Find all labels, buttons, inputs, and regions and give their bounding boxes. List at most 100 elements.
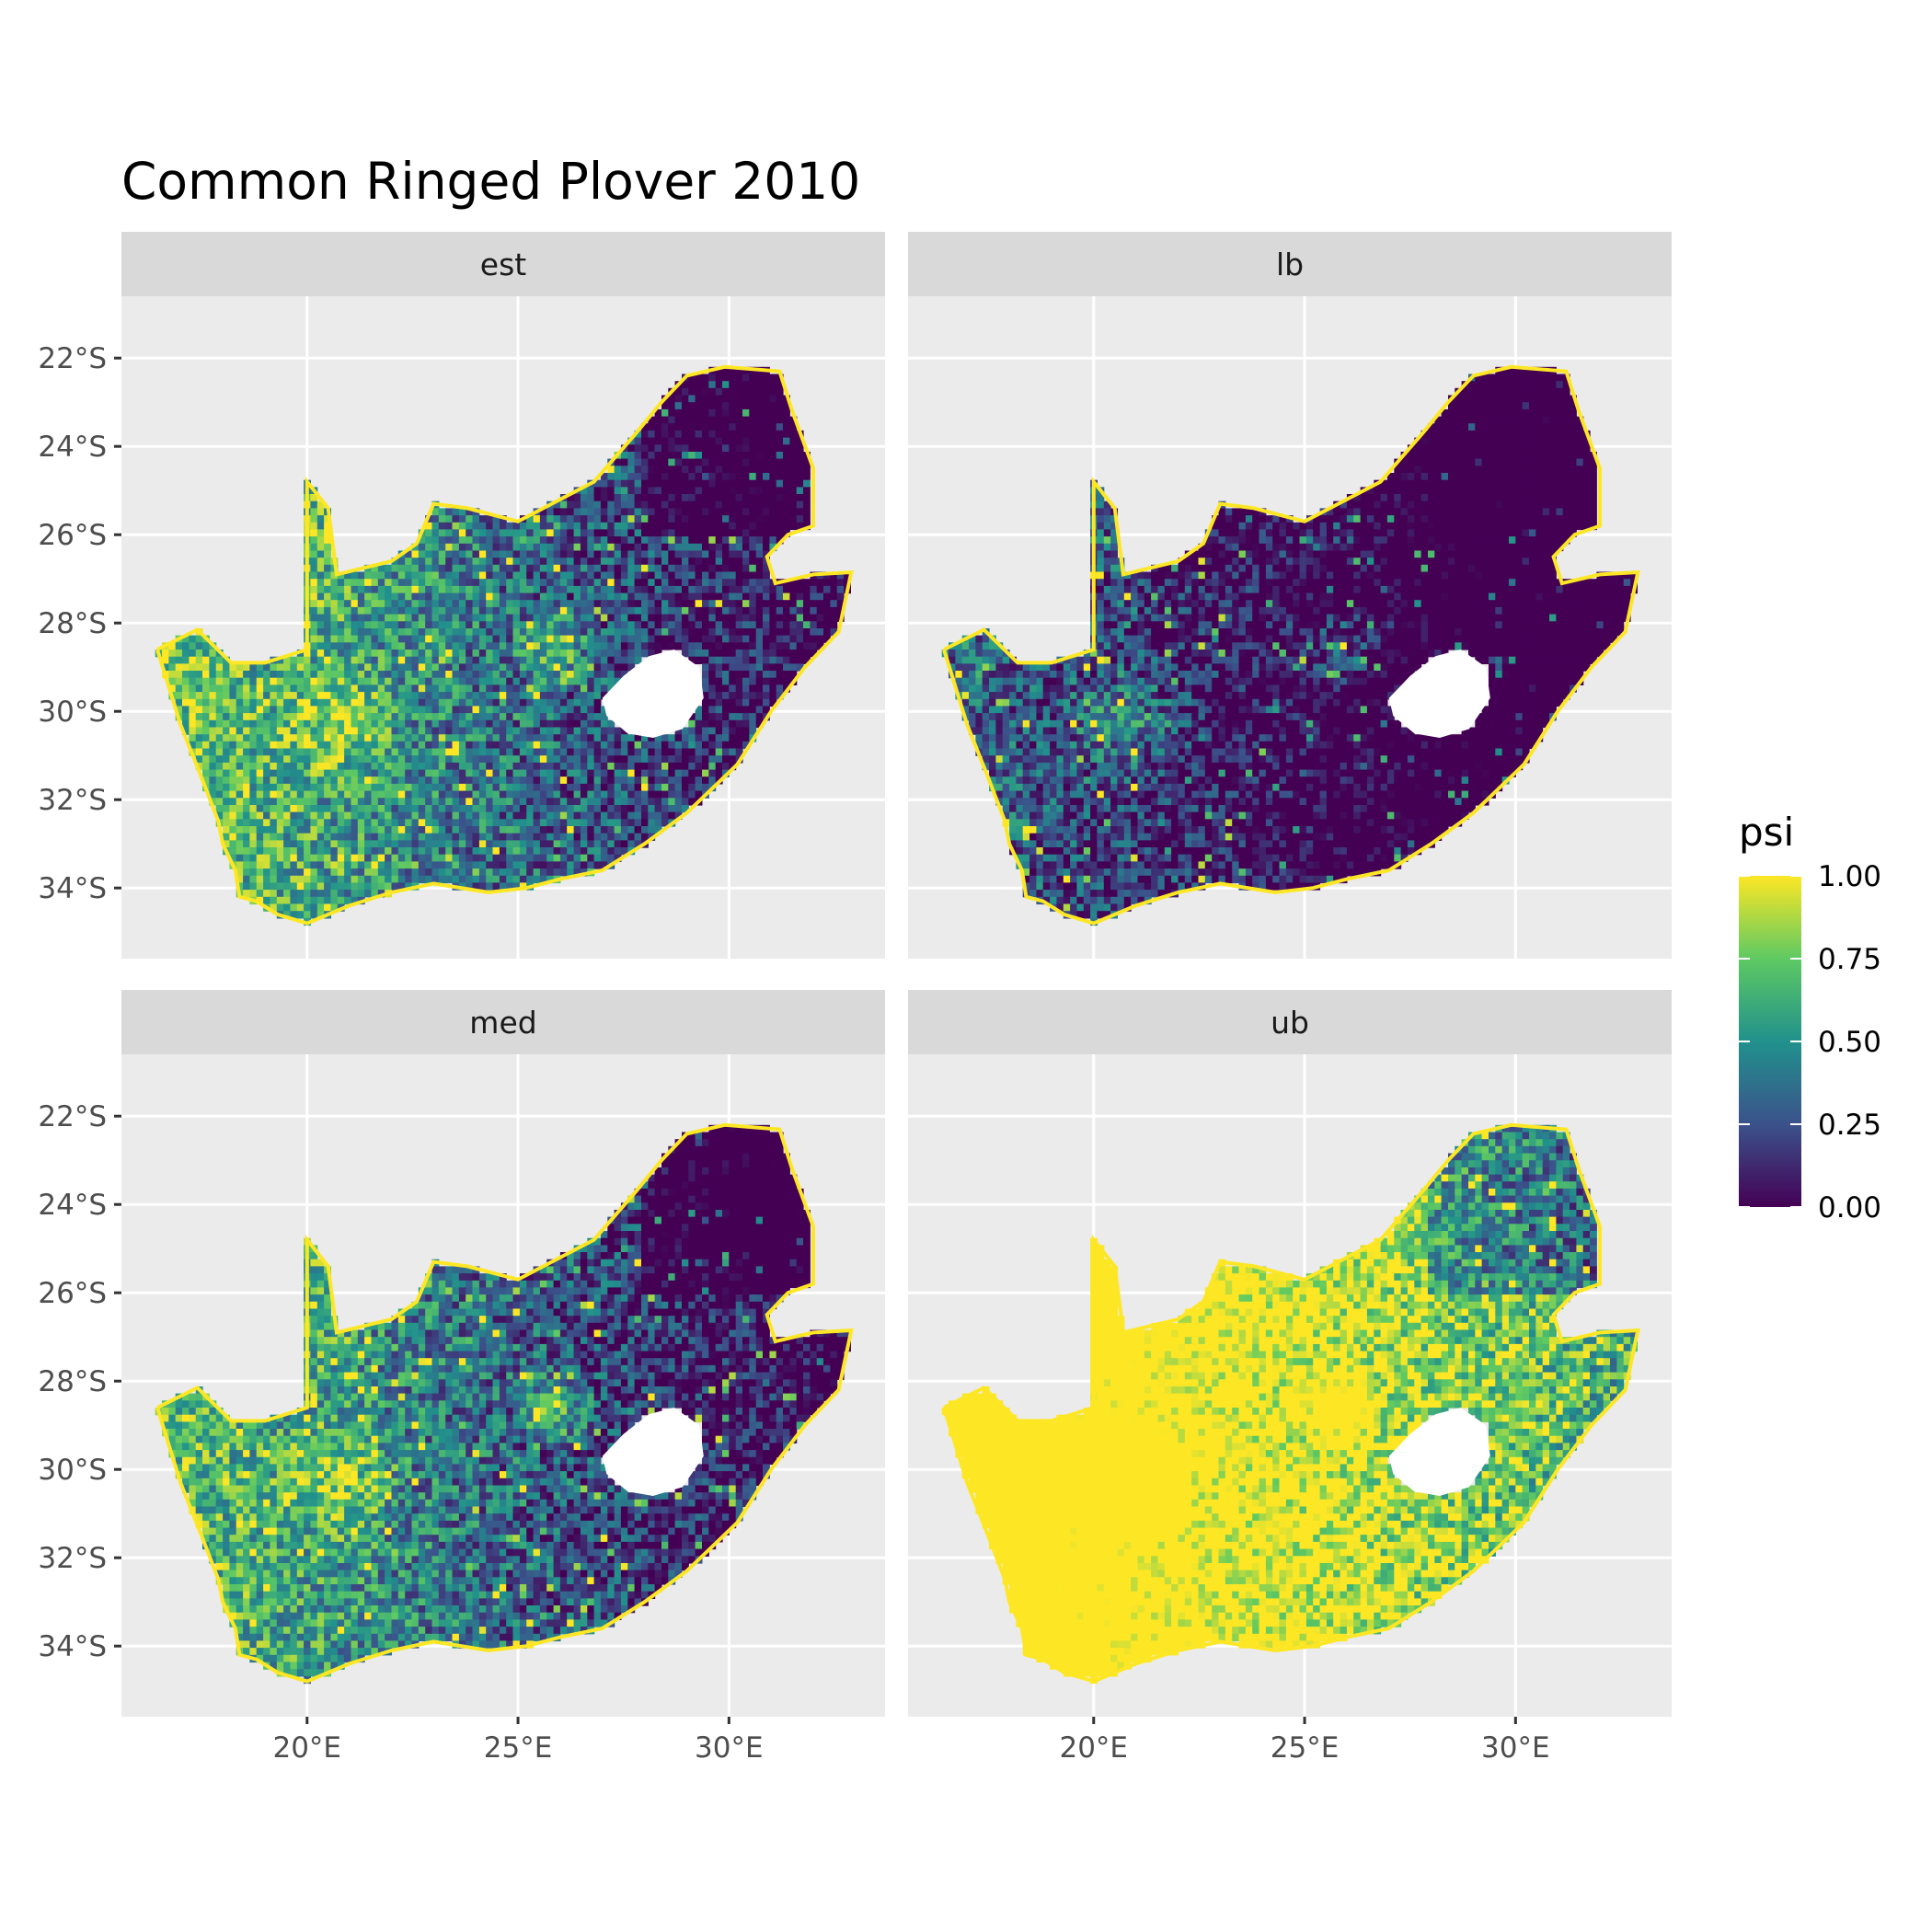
- raster-cell: [310, 896, 318, 905]
- raster-cell: [438, 727, 446, 735]
- raster-cell: [674, 762, 683, 771]
- raster-cell: [526, 692, 535, 700]
- raster-cell: [397, 861, 406, 869]
- raster-cell: [742, 621, 750, 629]
- raster-cell: [405, 741, 413, 750]
- raster-cell: [816, 606, 824, 615]
- raster-cell: [830, 592, 838, 601]
- raster-cell: [749, 579, 757, 587]
- raster-cell: [559, 508, 568, 516]
- raster-cell: [526, 585, 535, 594]
- raster-cell: [310, 840, 318, 848]
- raster-cell: [189, 677, 197, 685]
- raster-cell: [344, 663, 351, 672]
- raster-cell: [682, 635, 689, 643]
- raster-cell: [735, 635, 743, 643]
- raster-cell: [634, 579, 642, 587]
- raster-cell: [478, 719, 487, 729]
- raster-cell: [654, 798, 662, 806]
- raster-cell: [445, 522, 454, 531]
- raster-cell: [587, 783, 595, 792]
- raster-cell: [290, 671, 298, 679]
- raster-cell: [324, 868, 331, 877]
- raster-cell: [189, 684, 197, 693]
- raster-cell: [735, 684, 743, 693]
- raster-cell: [729, 585, 737, 594]
- raster-cell: [735, 536, 743, 545]
- raster-cell: [1495, 381, 1503, 389]
- raster-cell: [546, 671, 555, 679]
- raster-cell: [492, 805, 500, 813]
- raster-cell: [209, 755, 217, 764]
- raster-cell: [722, 558, 730, 566]
- raster-cell: [1522, 430, 1530, 439]
- raster-cell: [377, 642, 385, 650]
- raster-cell: [573, 790, 581, 799]
- raster-cell: [634, 529, 642, 537]
- raster-cell: [466, 592, 474, 601]
- raster-cell: [634, 635, 642, 643]
- raster-cell: [661, 642, 669, 650]
- raster-cell: [769, 600, 777, 608]
- raster-cell: [324, 642, 331, 650]
- raster-cell: [783, 402, 790, 410]
- raster-cell: [263, 762, 270, 771]
- raster-cell: [357, 614, 365, 622]
- raster-cell: [458, 706, 466, 714]
- raster-cell: [593, 811, 602, 820]
- raster-cell: [499, 656, 507, 664]
- raster-cell: [391, 600, 399, 608]
- raster-cell: [1475, 487, 1483, 495]
- raster-cell: [431, 677, 440, 685]
- raster-cell: [695, 452, 703, 460]
- raster-cell: [330, 847, 339, 856]
- raster-cell: [1535, 473, 1544, 481]
- raster-cell: [283, 713, 291, 721]
- raster-cell: [506, 783, 514, 792]
- raster-cell: [593, 621, 602, 629]
- raster-cell: [283, 861, 291, 869]
- raster-cell: [243, 769, 250, 777]
- raster-cell: [668, 776, 676, 785]
- raster-cell: [405, 727, 413, 735]
- raster-cell: [823, 585, 831, 594]
- raster-cell: [458, 741, 466, 750]
- raster-cell: [593, 606, 602, 615]
- raster-cell: [708, 558, 717, 566]
- raster-cell: [755, 550, 764, 558]
- raster-cell: [682, 479, 689, 488]
- raster-cell: [769, 585, 777, 594]
- raster-cell: [351, 621, 359, 629]
- raster-cell: [466, 854, 474, 862]
- raster-cell: [533, 798, 541, 806]
- raster-cell: [620, 614, 628, 622]
- raster-cell: [1441, 444, 1449, 453]
- raster-cell: [249, 811, 258, 820]
- raster-cell: [688, 487, 696, 495]
- raster-cell: [466, 508, 474, 516]
- raster-cell: [1428, 423, 1435, 431]
- raster-cell: [749, 558, 757, 566]
- raster-cell: [344, 650, 351, 658]
- raster-cell: [357, 805, 365, 813]
- raster-cell: [316, 543, 325, 552]
- raster-cell: [223, 833, 230, 841]
- raster-cell: [1420, 444, 1429, 453]
- raster-cell: [1386, 487, 1395, 495]
- raster-cell: [377, 875, 385, 884]
- raster-cell: [364, 635, 372, 643]
- raster-cell: [344, 741, 351, 750]
- raster-cell: [1529, 437, 1536, 445]
- raster-cell: [492, 776, 500, 785]
- raster-cell: [1434, 444, 1443, 453]
- raster-cell: [553, 741, 561, 750]
- raster-cell: [324, 579, 331, 587]
- raster-cell: [803, 466, 811, 474]
- raster-cell: [533, 769, 541, 777]
- raster-cell: [620, 790, 628, 799]
- raster-cell: [641, 508, 649, 516]
- raster-cell: [472, 868, 480, 877]
- raster-cell: [452, 819, 460, 827]
- raster-cell: [816, 614, 824, 622]
- raster-cell: [634, 741, 642, 750]
